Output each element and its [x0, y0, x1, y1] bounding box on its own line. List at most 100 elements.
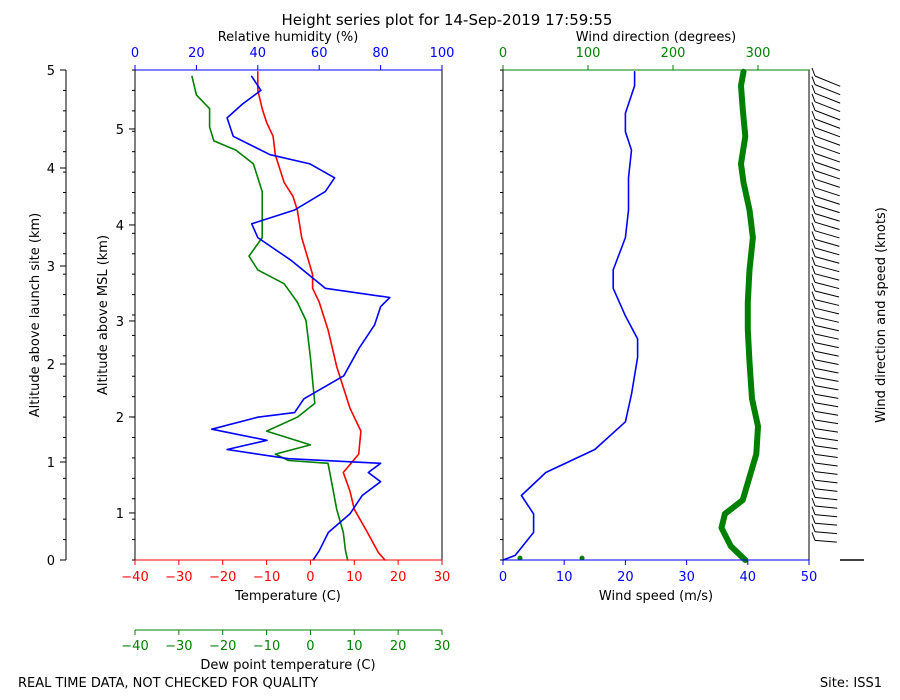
wind-barb-flag	[811, 282, 816, 292]
wind-barb	[814, 359, 839, 366]
wind-barb-flag	[811, 291, 816, 300]
wind-barb	[814, 118, 841, 129]
dewpoint-tick-label: −30	[165, 639, 192, 654]
rh-tick-label: 20	[188, 46, 205, 61]
wind-barb-flag	[811, 429, 816, 438]
wind-barb-flag	[811, 437, 816, 446]
wind-panel-frame	[502, 69, 810, 561]
wind-barb	[814, 514, 838, 518]
wind-barb	[814, 84, 841, 96]
wind-direction-tick-label: 100	[576, 46, 601, 61]
wind-barb-flag	[811, 136, 816, 145]
altitude-msl-tick-label: 4	[116, 219, 124, 234]
wind-barb	[814, 471, 838, 475]
wind-barb-flag	[811, 76, 816, 85]
wind-barb	[814, 428, 839, 433]
wind-direction-tick-label: 0	[499, 46, 507, 61]
wind-barb	[814, 488, 838, 492]
dewpoint-tick-label: 10	[346, 639, 363, 654]
rh-tick-label: 80	[372, 46, 389, 61]
temperature-axis-label: Temperature (C)	[234, 589, 341, 604]
dewpoint-tick-label: 0	[306, 639, 314, 654]
wind-barb-flag	[811, 532, 816, 541]
wind-barb	[814, 324, 839, 332]
wind-barb-flag	[811, 489, 816, 498]
wind-barb-flag	[811, 119, 816, 128]
rh-tick-label: 0	[131, 46, 139, 61]
rh-tick-label: 100	[430, 46, 455, 61]
wind-barb-flag	[811, 334, 816, 343]
wind-barb	[814, 152, 841, 163]
wind-speed-axis-label: Wind speed (m/s)	[599, 589, 713, 604]
wind-barb	[814, 393, 839, 399]
rh-tick-label: 60	[311, 46, 328, 61]
wind-barb	[814, 238, 840, 247]
wind-barb-flag	[811, 523, 816, 532]
thermo-panel-frame	[134, 69, 443, 561]
site-label: Site: ISS1	[820, 676, 882, 691]
wind-barb-flag	[811, 93, 816, 102]
wind-barb-flag	[811, 377, 816, 386]
wind-speed-tick-label: 20	[617, 570, 634, 585]
wind-barb-flag	[811, 506, 816, 515]
wind-barb	[814, 402, 839, 408]
wind-barb-flag	[811, 463, 816, 472]
wind-barb-flag	[811, 188, 816, 197]
temperature-tick-label: −30	[165, 570, 192, 585]
wind-barb-flag	[811, 162, 816, 171]
wind-axes-group: 0 10 20 30 40 50 0 100 200 300	[499, 46, 817, 585]
wind-barb-flag	[811, 454, 816, 464]
wind-barb-flag	[811, 102, 816, 111]
thermo-panel: −40 −30 −20 −10 0 10 20 30−40 −30 −20 −10 0 10 20 300 2…	[28, 30, 454, 673]
temperature-tick-label: 20	[390, 570, 407, 585]
wind-speed-tick-label: 30	[678, 570, 695, 585]
altitude-msl-tick-label: 2	[116, 411, 124, 426]
wind-barb	[814, 230, 840, 239]
wind-barb	[814, 221, 840, 230]
wind-barb	[814, 333, 839, 340]
temperature-tick-label: −20	[209, 570, 236, 585]
wind-barb-flag	[811, 205, 816, 214]
wind-barb-flag	[811, 394, 816, 403]
wind-barb	[814, 496, 838, 501]
dewpoint-tick-label: −40	[121, 639, 148, 654]
wind-barb-axis-label: Wind direction and speed (knots)	[874, 207, 889, 423]
wind-barb-flag	[811, 480, 816, 489]
wind-barb	[814, 273, 840, 281]
wind-barb-flag	[811, 497, 816, 507]
altitude-msl-tick-label: 5	[116, 123, 124, 138]
wind-direction-marker	[517, 555, 523, 561]
wind-barb-flag	[811, 343, 816, 352]
wind-barb-flag	[811, 386, 816, 395]
altitude-agl-tick-label: 1	[47, 456, 55, 471]
wind-barb	[814, 479, 838, 484]
thermo-axes-group: −40 −30 −20 −10 0 10 20 30−40 −30 −20 −10 0 10 20 300 2…	[47, 46, 455, 654]
wind-barb-flag	[811, 274, 816, 283]
wind-barb-flag	[811, 308, 816, 317]
wind-barb	[814, 127, 841, 138]
wind-barb	[814, 135, 841, 146]
dewpoint-tick-label: 20	[390, 639, 407, 654]
dewpoint-line	[191, 75, 349, 561]
altitude-agl-tick-label: 3	[47, 260, 55, 275]
wind-barb-flag	[811, 171, 816, 180]
wind-barb	[814, 299, 840, 306]
wind-barb-flag	[811, 153, 816, 163]
altitude-agl-tick-label: 0	[47, 554, 55, 569]
wind-panel: 0 10 20 30 40 50 0 100 200 300 Wind speed (m/s) W…	[499, 30, 889, 604]
wind-barb-flag	[811, 515, 816, 524]
wind-barb	[814, 522, 838, 526]
rh-tick-label: 40	[250, 46, 267, 61]
wind-barb-flag	[811, 257, 816, 266]
wind-barb-flag	[811, 214, 816, 223]
wind-barb-flag	[811, 403, 816, 412]
wind-barb	[814, 410, 839, 416]
temperature-tick-label: 0	[306, 570, 314, 585]
wind-barb-flag	[811, 231, 816, 240]
wind-barb	[814, 256, 840, 264]
temperature-tick-label: 10	[346, 570, 363, 585]
wind-barb	[814, 204, 840, 214]
altitude-agl-tick-label: 2	[47, 358, 55, 373]
wind-barb-flag	[811, 248, 816, 257]
